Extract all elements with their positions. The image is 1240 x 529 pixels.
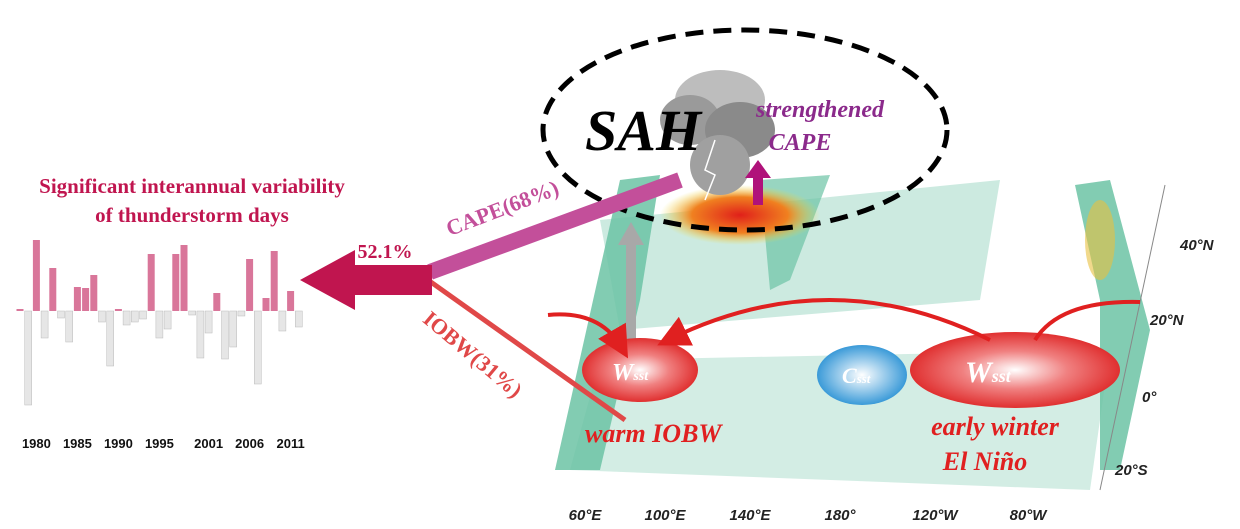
- early-winter: early winter: [931, 412, 1060, 441]
- lat-label: 20°N: [1149, 312, 1185, 329]
- curve-line: [1033, 299, 1141, 342]
- bar: [147, 254, 155, 311]
- bar: [114, 309, 122, 311]
- x-tick-label: 1985: [63, 436, 92, 451]
- bar: [24, 310, 32, 406]
- lon-label: 120°W: [912, 507, 959, 524]
- bar: [163, 310, 172, 330]
- gray-arrow: [618, 222, 644, 360]
- bar: [98, 310, 106, 323]
- bar: [229, 310, 237, 348]
- iobw-line: [426, 277, 627, 423]
- curve-arrow: [547, 312, 629, 359]
- bar-chart: 1980 1985 1990 1995 2001 2006 2011: [16, 240, 305, 451]
- lon-label: 100°E: [644, 507, 686, 524]
- x-tick-label: 1980: [22, 436, 51, 451]
- bar: [287, 291, 295, 311]
- x-tick-label: 2006: [235, 436, 264, 451]
- sah-label: SAH: [585, 98, 703, 163]
- x-tick-label: 1995: [145, 436, 174, 451]
- c: C: [842, 363, 857, 388]
- bar: [106, 310, 114, 367]
- bar: [254, 310, 262, 385]
- total-share: 52.1%: [358, 241, 413, 263]
- lat-label: 0°: [1142, 389, 1157, 406]
- bar: [221, 310, 229, 360]
- bar: [40, 310, 49, 339]
- lon-label: 80°W: [1010, 507, 1049, 524]
- bar: [270, 251, 278, 311]
- bar: [32, 240, 40, 311]
- bar: [16, 309, 24, 311]
- iobw-share: IOBW(31%): [418, 306, 527, 403]
- lon-label: 60°E: [569, 507, 603, 524]
- map: [555, 175, 1166, 491]
- bar: [262, 298, 270, 311]
- wsst-right: [910, 332, 1120, 408]
- sub: sst: [632, 369, 649, 384]
- bar: [122, 310, 131, 326]
- bar: [90, 275, 98, 311]
- bar: [278, 310, 287, 332]
- bar: [188, 310, 196, 316]
- chart-title: of thunderstorm days: [95, 203, 289, 227]
- cape-label: CAPE: [769, 130, 832, 156]
- cloud: [660, 70, 775, 201]
- bar: [49, 268, 57, 311]
- c-mid: Csst: [842, 363, 871, 388]
- main-arrow: [300, 250, 432, 310]
- w: W: [965, 356, 994, 389]
- bar: [237, 310, 246, 317]
- sub: sst: [856, 371, 871, 386]
- w-right: Wsst: [965, 356, 1012, 389]
- cape-arrow: [745, 160, 771, 205]
- bar: [73, 287, 81, 311]
- map-axes: 60°E 100°E 140°E 180° 120°W 80°W 40°N 20°N 0° 20°…: [569, 237, 1215, 524]
- bar: [246, 259, 254, 311]
- bar: [155, 310, 164, 339]
- el-nino: El Niño: [942, 447, 1028, 476]
- bar: [57, 310, 65, 319]
- bar: [65, 310, 73, 343]
- sah-ellipse: [540, 27, 950, 233]
- lon-label: 140°E: [729, 507, 771, 524]
- curve-arrow: [657, 298, 991, 346]
- bar: [131, 310, 139, 323]
- csst: [817, 345, 907, 405]
- bar: [180, 245, 188, 311]
- x-tick-label: 1990: [104, 436, 133, 451]
- x-tick-label: 2011: [276, 436, 304, 451]
- lat-label: 40°N: [1179, 237, 1215, 254]
- w-left: Wsst: [612, 360, 649, 386]
- cape-bar: [427, 172, 683, 280]
- bar: [172, 254, 180, 311]
- warm-iobw: warm IOBW: [585, 419, 723, 448]
- bar: [82, 288, 90, 311]
- bar: [196, 310, 205, 359]
- sub: sst: [991, 366, 1012, 386]
- lon-label: 180°: [824, 507, 856, 524]
- x-tick-label: 2001: [194, 436, 223, 451]
- bar: [204, 310, 213, 334]
- strengthened-label: strengthened: [755, 97, 885, 123]
- lat-label: 20°S: [1114, 462, 1148, 479]
- chart-title: Significant interannual variability: [39, 174, 345, 198]
- bar: [139, 310, 147, 320]
- bar: [213, 293, 221, 311]
- bar: [295, 310, 303, 328]
- w: W: [612, 360, 635, 386]
